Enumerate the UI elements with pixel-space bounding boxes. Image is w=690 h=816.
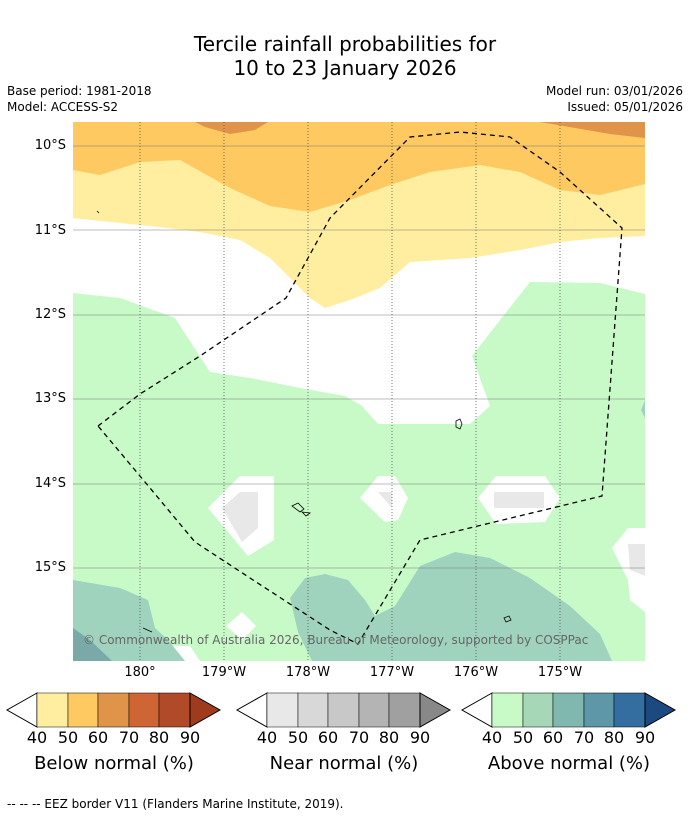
base-period: Base period: 1981-2018: [7, 84, 152, 98]
lon-label: 180°: [124, 665, 156, 680]
issued-date: Issued: 05/01/2026: [567, 100, 683, 114]
map-title-line1: Tercile rainfall probabilities for: [193, 32, 497, 56]
colorbar-swatch: [552, 692, 585, 728]
island-outline: [142, 627, 153, 633]
colorbar-swatch: [297, 692, 329, 728]
colorbar-tick: 40: [256, 728, 278, 747]
lon-label: 179°W: [201, 665, 247, 680]
eez-border: [97, 131, 623, 645]
colorbar-swatch: [583, 692, 615, 728]
above-normal-title: Above normal (%): [487, 753, 651, 774]
island-outline: [455, 418, 463, 430]
colorbar-under-triangle: [5, 692, 38, 728]
lon-label: 178°W: [285, 665, 331, 680]
colorbar-under-triangle: [460, 692, 493, 728]
map-title-line2: 10 to 23 January 2026: [233, 56, 457, 80]
island-outline: [291, 502, 305, 513]
colorbar-tick: 70: [348, 728, 370, 747]
colorbar-tick: 70: [573, 728, 595, 747]
colorbar-swatch: [128, 692, 160, 728]
colorbar-swatch: [36, 692, 69, 728]
colorbar-swatch: [358, 692, 390, 728]
near-normal-title: Near normal (%): [269, 753, 419, 774]
colorbar-swatch: [67, 692, 99, 728]
colorbar-tick: 50: [512, 728, 534, 747]
colorbar-swatch: [491, 692, 524, 728]
colorbar-tick: 80: [603, 728, 625, 747]
above-normal-50-region: [73, 580, 185, 661]
colorbar-tick: 70: [118, 728, 140, 747]
below-normal-60-region: [540, 122, 645, 138]
lat-label: 15°S: [34, 560, 66, 575]
near-normal-40-region: [378, 492, 392, 508]
graticule: [73, 145, 645, 569]
colorbar-tick: 80: [148, 728, 170, 747]
island-outline: [503, 615, 512, 623]
copyright-notice: © Commonwealth of Australia 2026, Bureau…: [83, 633, 589, 647]
colorbar-tick: 50: [287, 728, 309, 747]
colorbar-over-triangle: [644, 692, 677, 728]
island-outline: [300, 511, 312, 517]
lat-label: 12°S: [34, 307, 66, 322]
lat-label: 10°S: [34, 138, 66, 153]
near-normal-colorbar: [235, 692, 452, 728]
colorbar-tick: 60: [317, 728, 339, 747]
colorbar-swatch: [158, 692, 191, 728]
lon-label: 175°W: [537, 665, 583, 680]
above-normal-60-region: [73, 628, 112, 661]
lat-label: 11°S: [34, 223, 66, 238]
lat-label: 14°S: [34, 476, 66, 491]
below-normal-colorbar: [5, 692, 222, 728]
colorbar-tick: 60: [542, 728, 564, 747]
colorbar-tick: 60: [87, 728, 109, 747]
model-run: Model run: 03/01/2026: [545, 84, 683, 98]
colorbar-tick: 90: [409, 728, 431, 747]
colorbar-over-triangle: [189, 692, 222, 728]
island-outline: [96, 210, 100, 214]
above-normal-colorbar: [460, 692, 677, 728]
colorbar-swatch: [613, 692, 646, 728]
near-normal-40-region: [494, 492, 544, 508]
below-normal-title: Below normal (%): [34, 753, 194, 774]
above-normal-50-region: [290, 552, 612, 661]
model-name: Model: ACCESS-S2: [7, 100, 119, 114]
colorbar-under-triangle: [235, 692, 268, 728]
colorbar-over-triangle: [419, 692, 452, 728]
colorbar-tick: 40: [26, 728, 48, 747]
colorbar-tick: 50: [57, 728, 79, 747]
eez-footnote: -- -- -- EEZ border V11 (Flanders Marine…: [7, 797, 344, 811]
colorbar-swatch: [388, 692, 421, 728]
lon-label: 176°W: [453, 665, 499, 680]
colorbar-swatch: [327, 692, 360, 728]
colorbar-tick: 80: [378, 728, 400, 747]
colorbar-tick: 90: [634, 728, 656, 747]
forecast-map: [73, 122, 645, 661]
colorbar-swatch: [522, 692, 554, 728]
lon-label: 177°W: [369, 665, 415, 680]
lat-label: 13°S: [34, 391, 66, 406]
colorbar-swatch: [97, 692, 130, 728]
below-normal-60-region: [195, 122, 268, 134]
below-normal-50-region: [73, 122, 645, 212]
near-normal-40-region: [222, 492, 258, 542]
colorbar-tick: 90: [179, 728, 201, 747]
colorbar-tick: 40: [481, 728, 503, 747]
colorbar-swatch: [266, 692, 299, 728]
above-normal-50-region: [641, 400, 645, 418]
